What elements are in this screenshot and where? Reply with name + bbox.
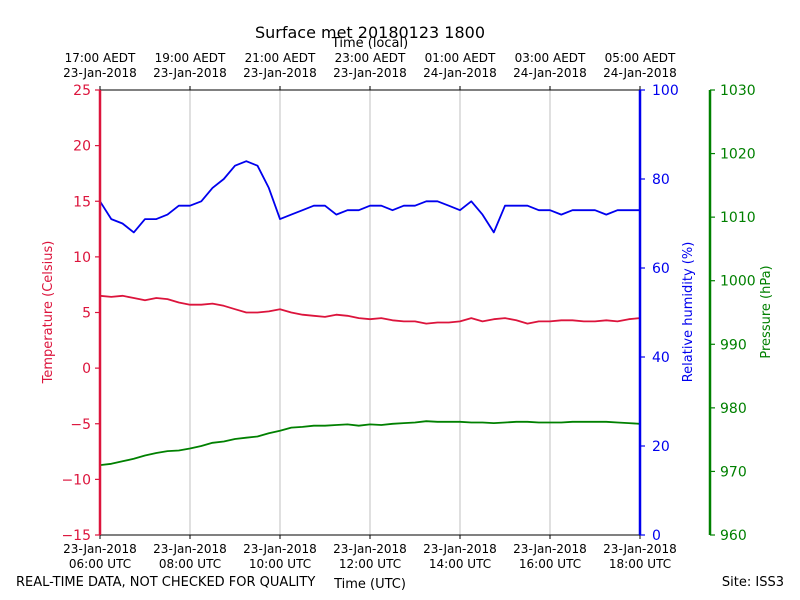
pressure-tick-label: 1020 [720,147,756,163]
pressure-tick-label: 990 [720,337,747,353]
temperature-line [99,294,641,325]
pressure-line [99,420,641,466]
bottom-x-tick-label: 23-Jan-2018 [423,542,497,556]
top-x-tick-label: 23-Jan-2018 [153,66,227,80]
humidity-tick-label: 60 [652,261,670,277]
pressure-tick-label: 980 [720,401,747,417]
top-x-axis-label: Time (local) [331,36,408,51]
chart-title: Surface met 20180123 1800 [255,23,485,42]
humidity-tick-label: 100 [652,83,679,99]
temperature-tick-label: 25 [73,83,91,99]
top-x-tick-label: 23-Jan-2018 [243,66,317,80]
humidity-tick-label: 0 [652,528,661,544]
temperature-tick-label: 10 [73,250,91,266]
bottom-x-tick-label: 10:00 UTC [249,557,311,571]
top-x-tick-label: 19:00 AEDT [155,51,226,65]
top-x-tick-label: 05:00 AEDT [605,51,676,65]
bottom-x-tick-label: 16:00 UTC [519,557,581,571]
bottom-x-tick-label: 23-Jan-2018 [153,542,227,556]
pressure-tick-label: 1010 [720,210,756,226]
temperature-tick-label: 5 [82,306,91,322]
temperature-tick-label: −5 [70,417,91,433]
humidity-tick-label: 40 [652,350,670,366]
top-x-tick-label: 24-Jan-2018 [423,66,497,80]
grid-lines [189,90,551,535]
top-x-tick-label: 24-Jan-2018 [603,66,677,80]
pressure-tick-label: 1030 [720,83,756,99]
pressure-tick-label: 960 [720,528,747,544]
bottom-x-axis-label: Time (UTC) [333,577,406,592]
bottom-x-tick-label: 08:00 UTC [159,557,221,571]
top-x-tick-label: 17:00 AEDT [65,51,136,65]
series-lines [99,160,641,466]
bottom-x-tick-label: 18:00 UTC [609,557,671,571]
bottom-x-tick-label: 23-Jan-2018 [333,542,407,556]
temperature-tick-label: 20 [73,139,91,155]
bottom-x-tick-label: 06:00 UTC [69,557,131,571]
temperature-axis-label: Temperature (Celsius) [41,241,56,385]
top-x-tick-label: 01:00 AEDT [425,51,496,65]
temperature-tick-label: −15 [61,528,91,544]
pressure-axis-label: Pressure (hPa) [759,265,774,358]
top-x-tick-label: 03:00 AEDT [515,51,586,65]
top-x-tick-label: 23-Jan-2018 [63,66,137,80]
humidity-axis-label: Relative humidity (%) [681,242,696,383]
bottom-x-tick-label: 23-Jan-2018 [243,542,317,556]
top-x-tick-label: 21:00 AEDT [245,51,316,65]
top-x-tick-label: 23-Jan-2018 [333,66,407,80]
bottom-x-tick-label: 23-Jan-2018 [603,542,677,556]
humidity-tick-label: 20 [652,439,670,455]
bottom-x-tick-label: 14:00 UTC [429,557,491,571]
pressure-tick-label: 1000 [720,274,756,290]
temperature-tick-label: 15 [73,194,91,210]
bottom-x-tick-label: 23-Jan-2018 [513,542,587,556]
temperature-tick-label: 0 [82,361,91,377]
bottom-x-tick-label: 23-Jan-2018 [63,542,137,556]
site-label: Site: ISS3 [721,575,784,590]
bottom-x-tick-label: 12:00 UTC [339,557,401,571]
temperature-tick-label: −10 [61,472,91,488]
top-x-tick-label: 23:00 AEDT [335,51,406,65]
top-x-tick-label: 24-Jan-2018 [513,66,587,80]
quality-disclaimer: REAL-TIME DATA, NOT CHECKED FOR QUALITY [16,575,316,590]
humidity-tick-label: 80 [652,172,670,188]
humidity-line [99,160,640,234]
pressure-tick-label: 970 [720,464,747,480]
axes [98,89,712,536]
